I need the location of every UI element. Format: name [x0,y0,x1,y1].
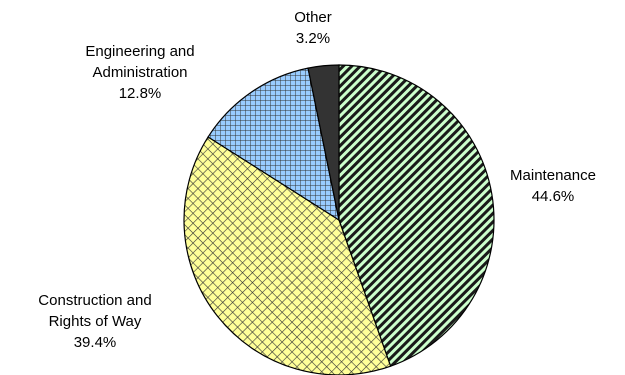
slice-maintenance [338,64,495,367]
slice-name-label: Rights of Way [49,313,142,330]
slice-engineering-and-administration [207,67,340,222]
slice-other [307,64,340,221]
label-construction-and-rights-of-way: Construction and Rights of Way 39.4% [38,292,151,351]
slice-name-label: Engineering and [85,43,194,60]
slice-value-label: 44.6% [532,188,575,205]
pie-labels: Maintenance 44.6% Construction and Rights o… [38,9,596,351]
slice-name-label: Construction and [38,292,151,309]
pie-slices [183,64,495,375]
label-maintenance: Maintenance 44.6% [510,167,596,205]
slice-name-label: Maintenance [510,167,596,184]
label-other: Other 3.2% [294,9,332,47]
slice-name-label: Other [294,9,332,26]
slice-value-label: 39.4% [74,334,117,351]
slice-value-label: 3.2% [296,30,330,47]
slice-value-label: 12.8% [119,85,162,102]
label-engineering-and-administration: Engineering and Administration 12.8% [85,43,194,102]
slice-name-label: Administration [92,64,187,81]
